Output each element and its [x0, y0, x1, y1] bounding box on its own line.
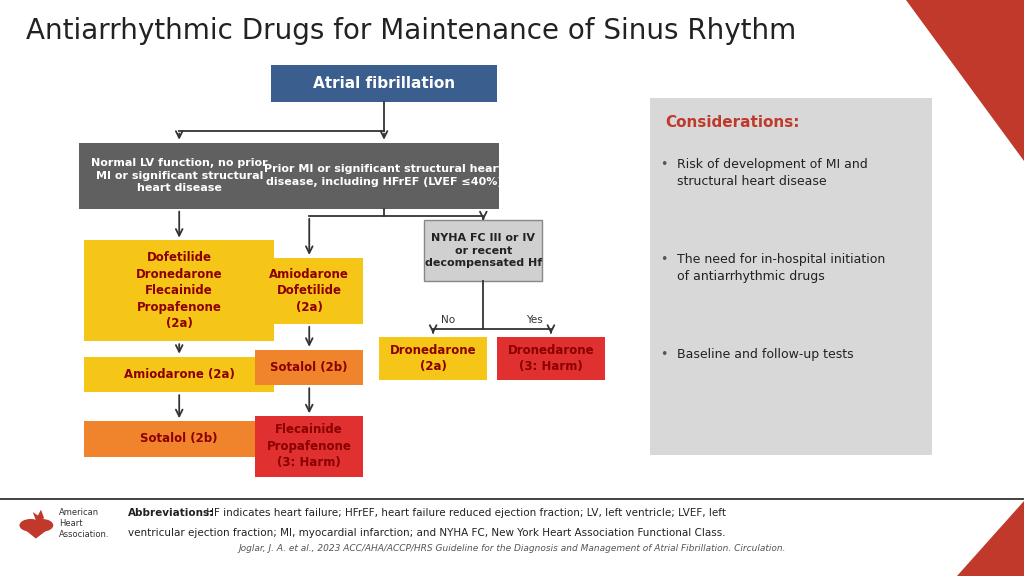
Text: Sotalol (2b): Sotalol (2b) — [270, 361, 348, 374]
FancyBboxPatch shape — [498, 336, 604, 380]
Text: ventricular ejection fraction; MI, myocardial infarction; and NYHA FC, New York : ventricular ejection fraction; MI, myoca… — [128, 528, 726, 538]
Text: Normal LV function, no prior
MI or significant structural
heart disease: Normal LV function, no prior MI or signi… — [91, 158, 267, 194]
Text: Dronedarone
(3: Harm): Dronedarone (3: Harm) — [508, 343, 594, 373]
Polygon shape — [33, 510, 44, 520]
Text: Considerations:: Considerations: — [666, 115, 800, 130]
Text: Flecainide
Propafenone
(3: Harm): Flecainide Propafenone (3: Harm) — [267, 423, 351, 469]
Text: American
Heart
Association.: American Heart Association. — [59, 508, 110, 539]
Text: •: • — [660, 348, 668, 362]
Text: •: • — [660, 158, 668, 172]
FancyBboxPatch shape — [256, 416, 362, 477]
Text: Amiodarone (2a): Amiodarone (2a) — [124, 368, 234, 381]
FancyBboxPatch shape — [84, 241, 273, 341]
Text: Amiodarone
Dofetilide
(2a): Amiodarone Dofetilide (2a) — [269, 268, 349, 314]
Polygon shape — [957, 501, 1024, 576]
Circle shape — [19, 519, 42, 532]
FancyBboxPatch shape — [256, 350, 362, 385]
Text: Baseline and follow-up tests: Baseline and follow-up tests — [677, 348, 853, 362]
Text: Prior MI or significant structural heart
disease, including HFrEF (LVEF ≤40%): Prior MI or significant structural heart… — [264, 164, 504, 187]
FancyBboxPatch shape — [84, 421, 273, 457]
Text: Dofetilide
Dronedarone
Flecainide
Propafenone
(2a): Dofetilide Dronedarone Flecainide Propaf… — [136, 251, 222, 331]
FancyBboxPatch shape — [84, 357, 273, 392]
Text: Antiarrhythmic Drugs for Maintenance of Sinus Rhythm: Antiarrhythmic Drugs for Maintenance of … — [26, 17, 796, 46]
Text: Atrial fibrillation: Atrial fibrillation — [313, 76, 455, 91]
FancyBboxPatch shape — [256, 258, 362, 324]
Text: HF indicates heart failure; HFrEF, heart failure reduced ejection fraction; LV, : HF indicates heart failure; HFrEF, heart… — [203, 508, 726, 518]
FancyBboxPatch shape — [271, 65, 497, 103]
Text: Dronedarone
(2a): Dronedarone (2a) — [390, 343, 476, 373]
Text: The need for in-hospital initiation
of antiarrhythmic drugs: The need for in-hospital initiation of a… — [677, 253, 885, 283]
FancyBboxPatch shape — [424, 221, 543, 281]
FancyBboxPatch shape — [268, 143, 500, 209]
Polygon shape — [906, 0, 1024, 161]
FancyBboxPatch shape — [379, 336, 487, 380]
Text: A: A — [18, 508, 48, 546]
Text: Abbreviations:: Abbreviations: — [128, 508, 214, 518]
Text: No: No — [441, 315, 456, 325]
Text: Sotalol (2b): Sotalol (2b) — [140, 433, 218, 445]
Text: Risk of development of MI and
structural heart disease: Risk of development of MI and structural… — [677, 158, 867, 188]
Text: •: • — [660, 253, 668, 267]
Text: Yes: Yes — [526, 315, 543, 325]
FancyBboxPatch shape — [79, 143, 279, 209]
Polygon shape — [19, 525, 53, 539]
FancyBboxPatch shape — [650, 98, 932, 455]
Circle shape — [31, 519, 53, 532]
Text: NYHA FC III or IV
or recent
decompensated Hf: NYHA FC III or IV or recent decompensate… — [425, 233, 542, 268]
Text: Joglar, J. A. et al., 2023 ACC/AHA/ACCP/HRS Guideline for the Diagnosis and Mana: Joglar, J. A. et al., 2023 ACC/AHA/ACCP/… — [239, 544, 785, 554]
Text: 33: 33 — [984, 544, 998, 554]
